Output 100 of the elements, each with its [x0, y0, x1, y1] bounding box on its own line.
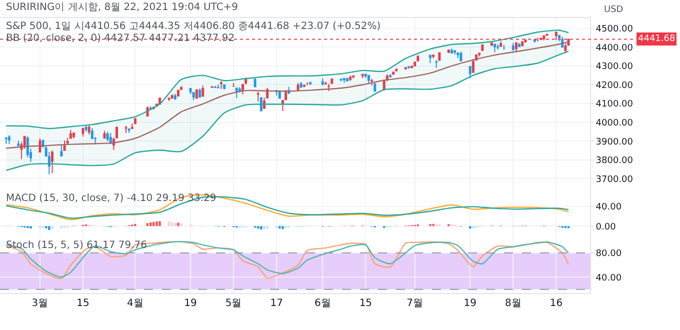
candlestick	[456, 52, 460, 59]
candlestick	[256, 91, 260, 102]
candlestick	[128, 128, 130, 134]
candlestick	[502, 44, 506, 50]
candlestick	[103, 130, 106, 139]
candlestick	[374, 82, 376, 92]
candlestick	[328, 83, 330, 92]
candlestick	[302, 84, 306, 88]
candlestick	[515, 42, 518, 53]
candlestick	[4, 136, 8, 144]
candlestick	[60, 144, 63, 157]
candlestick	[349, 75, 352, 82]
candlestick	[235, 86, 238, 99]
x-tick-label: 7월	[406, 298, 424, 309]
candlestick	[106, 131, 109, 142]
candlestick	[149, 105, 152, 110]
candlestick	[546, 34, 548, 37]
candlestick	[370, 78, 374, 86]
x-tick-label: 8월	[504, 298, 522, 309]
candlestick	[220, 80, 222, 90]
y-tick-label: 4300.00	[596, 62, 634, 72]
candlestick	[454, 50, 456, 56]
candlestick	[493, 44, 496, 53]
candlestick	[368, 74, 370, 85]
candlestick	[210, 85, 214, 88]
candlestick	[124, 125, 128, 134]
candlestick	[428, 54, 432, 64]
y-tick-label: 40.00	[596, 273, 622, 284]
candlestick	[352, 75, 355, 80]
candlestick	[404, 66, 407, 70]
candlestick	[410, 65, 414, 69]
chart-title: S&P 500, 1일 시4410.56 고4444.35 저4406.80 종4441.68 +23.07 (+0.52%)	[6, 21, 381, 32]
candlestick	[438, 52, 441, 61]
candlestick	[109, 132, 112, 144]
x-tick-label: 16	[550, 298, 563, 309]
candlestick	[63, 140, 66, 151]
line-series	[6, 50, 570, 172]
candlestick	[300, 82, 302, 89]
candlestick	[414, 61, 416, 66]
y-tick-label: 4500.00	[596, 24, 634, 34]
candlestick	[180, 86, 183, 90]
candlestick	[432, 54, 435, 59]
text: SURIRING이 게시함, 8월 22, 2021 19:04 UTC+9	[6, 2, 238, 13]
candlestick	[170, 94, 174, 100]
y-tick-label: 4200.00	[596, 80, 634, 91]
x-tick-label: 17	[270, 298, 283, 309]
candlestick	[321, 78, 324, 86]
x-tick-label: 15	[76, 298, 90, 309]
candlestick	[481, 44, 484, 52]
y-tick-label: 3900.00	[596, 137, 634, 148]
candlestick	[82, 127, 84, 138]
candlestick	[512, 42, 514, 52]
candlestick	[468, 66, 472, 80]
text: USD	[604, 5, 624, 15]
candlestick	[416, 55, 420, 62]
candlestick	[496, 44, 500, 50]
candlestick	[346, 77, 348, 82]
candlestick	[472, 58, 474, 74]
candlestick	[26, 136, 29, 158]
y-tick-label: 80.00	[596, 248, 622, 259]
candlestick	[389, 74, 392, 78]
candlestick	[564, 43, 567, 54]
line-series	[6, 41, 570, 149]
candlestick	[198, 88, 201, 98]
candlestick	[450, 48, 453, 54]
candlestick	[518, 44, 521, 48]
candlestick	[407, 65, 410, 70]
y-tick-label: 3800.00	[596, 156, 634, 166]
candlestick	[324, 81, 327, 86]
candlestick	[84, 125, 88, 132]
ref-line-label: 4441.68	[638, 34, 676, 44]
candlestick	[361, 74, 364, 79]
candlestick	[281, 100, 284, 112]
candlestick	[254, 77, 256, 88]
y-tick-label: 4100.00	[596, 100, 634, 110]
x-tick-label: 19	[464, 298, 477, 309]
candlestick	[478, 52, 481, 58]
candlestick	[88, 125, 90, 136]
candlestick	[192, 92, 195, 101]
candlestick	[490, 42, 493, 46]
candlestick	[223, 84, 226, 90]
candlestick	[174, 93, 176, 100]
candlestick	[8, 134, 10, 144]
candlestick	[460, 51, 462, 62]
y-tick-label: 40.00	[596, 202, 622, 212]
y-tick-label: 4400.00	[596, 43, 634, 54]
candlestick	[50, 150, 54, 174]
x-tick-label: 4월	[127, 298, 144, 309]
candlestick	[447, 49, 450, 54]
candlestick	[90, 128, 94, 140]
y-tick-label: 3700.00	[596, 174, 634, 185]
line-series	[6, 30, 570, 130]
x-tick-label: 19	[184, 298, 197, 309]
candlestick	[340, 78, 342, 82]
candlestick	[195, 88, 198, 100]
candlestick	[309, 80, 312, 85]
candlestick	[435, 60, 438, 68]
x-tick-label: 5월	[225, 298, 242, 309]
candlestick	[284, 90, 288, 100]
candlestick	[168, 97, 170, 102]
